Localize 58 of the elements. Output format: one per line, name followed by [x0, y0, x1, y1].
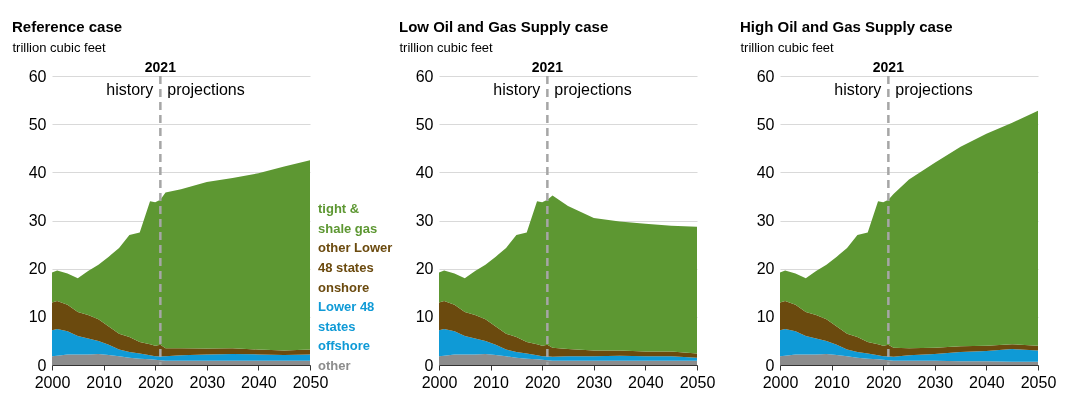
x-tick-label: 2050: [679, 373, 716, 391]
chart-title: High Oil and Gas Supply case: [740, 18, 953, 35]
annotation: projections: [554, 81, 632, 98]
annotation: history: [106, 81, 154, 98]
y-tick-label: 10: [28, 308, 47, 326]
y-tick-label: 10: [415, 308, 434, 326]
x-tick-label: 2030: [189, 373, 226, 391]
ref-line-label: 2021: [144, 59, 177, 75]
x-tick-label: 2010: [86, 373, 122, 391]
y-tick-label: 20: [415, 260, 434, 278]
y-tick-label: 30: [28, 212, 47, 229]
x-tick-label: 2010: [473, 373, 509, 391]
x-tick-label: 2040: [628, 373, 664, 391]
ref-line-label: 2021: [531, 59, 564, 75]
ref-line-label: 2021: [872, 59, 905, 75]
y-tick-label: 50: [756, 115, 775, 133]
y-tick-label: 50: [415, 115, 434, 133]
annotation: history: [834, 81, 882, 98]
y-axis-title: trillion cubic feet: [740, 39, 835, 55]
x-tick-label: 2020: [865, 373, 902, 391]
x-tick-label: 2030: [576, 373, 613, 391]
annotation: history: [493, 81, 541, 98]
y-tick-label: 10: [756, 308, 775, 326]
x-tick-label: 2000: [34, 373, 71, 391]
y-tick-label: 20: [756, 260, 775, 278]
chart-title: Low Oil and Gas Supply case: [399, 18, 609, 35]
chart-title: Reference case: [12, 18, 123, 35]
y-tick-label: 60: [756, 67, 775, 85]
y-tick-label: 60: [415, 67, 434, 85]
y-tick-label: 0: [37, 356, 47, 374]
x-tick-label: 2010: [814, 373, 850, 391]
series-label: other: [318, 357, 351, 373]
x-tick-label: 2000: [421, 373, 458, 391]
annotation: projections: [167, 81, 245, 98]
y-tick-label: 60: [28, 67, 47, 85]
y-axis-title: trillion cubic feet: [12, 39, 107, 55]
y-tick-label: 30: [415, 212, 434, 229]
x-tick-label: 2020: [137, 373, 174, 391]
y-tick-label: 0: [424, 356, 434, 374]
y-tick-label: 20: [28, 260, 47, 278]
x-tick-label: 2040: [969, 373, 1005, 391]
x-tick-label: 2040: [241, 373, 277, 391]
x-tick-label: 2050: [1020, 373, 1057, 391]
x-tick-label: 2000: [762, 373, 799, 391]
y-tick-label: 50: [28, 115, 47, 133]
y-tick-label: 40: [415, 163, 434, 181]
y-tick-label: 40: [28, 163, 47, 181]
y-tick-label: 40: [756, 163, 775, 181]
x-tick-label: 2050: [292, 373, 329, 391]
series-label: Lower 48 states offshore: [318, 299, 375, 354]
y-tick-label: 30: [756, 212, 775, 229]
y-tick-label: 0: [765, 356, 775, 374]
annotation: projections: [895, 81, 973, 98]
series-label: tight & shale gas: [318, 201, 378, 236]
y-axis-title: trillion cubic feet: [399, 39, 494, 55]
x-tick-label: 2030: [917, 373, 954, 391]
text: other Lower 48 states onshore: [318, 240, 393, 295]
x-tick-label: 2020: [524, 373, 561, 391]
